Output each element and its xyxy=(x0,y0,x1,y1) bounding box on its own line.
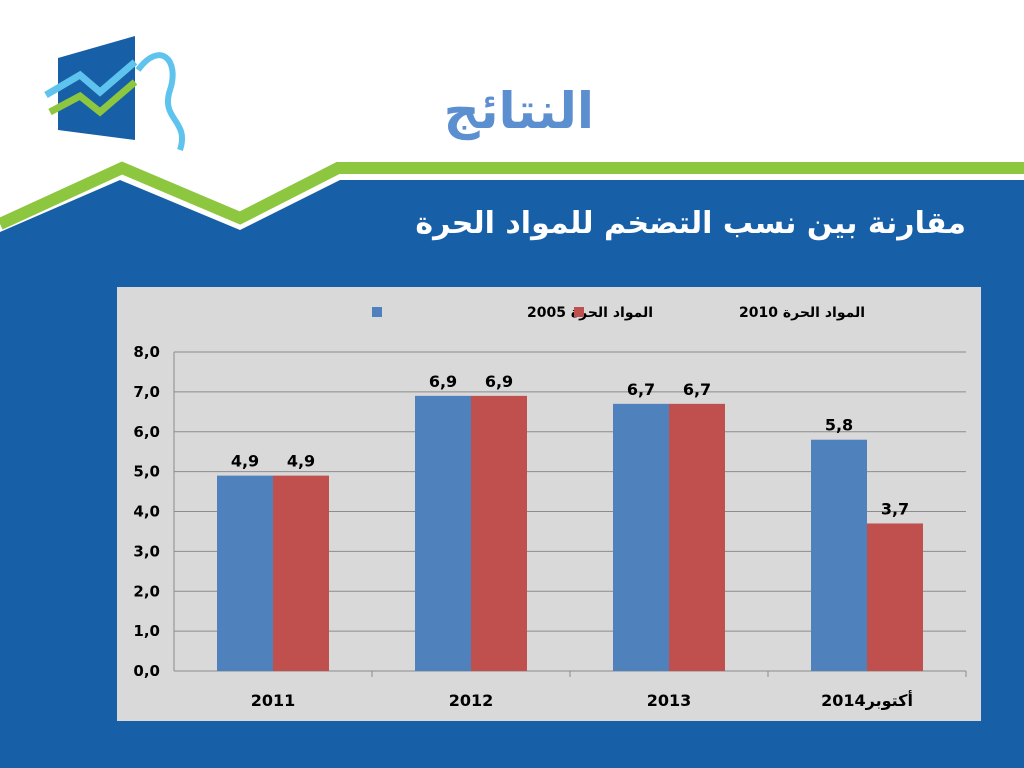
legend-swatch-series-2010 xyxy=(574,307,584,317)
y-tick-label: 8,0 xyxy=(133,343,160,361)
legend-label: المواد الحرة 2010 xyxy=(739,305,865,321)
logo xyxy=(44,36,185,151)
y-tick-label: 2,0 xyxy=(133,582,160,600)
y-tick-label: 6,0 xyxy=(133,423,160,441)
x-category-label: أكتوبر2014 xyxy=(821,690,913,710)
data-label: 6,9 xyxy=(429,372,457,391)
bar-series-2005 xyxy=(811,439,867,671)
data-label: 6,7 xyxy=(683,380,711,399)
y-tick-label: 3,0 xyxy=(133,542,160,560)
x-category-label: 2012 xyxy=(449,691,494,710)
y-tick-label: 7,0 xyxy=(133,383,160,401)
data-label: 6,9 xyxy=(485,372,513,391)
green-stripe xyxy=(0,161,1024,230)
data-label: 3,7 xyxy=(881,499,909,518)
bar-series-2005 xyxy=(613,403,669,671)
x-category-label: 2013 xyxy=(647,691,692,710)
y-tick-label: 5,0 xyxy=(133,463,160,481)
x-category-label: 2011 xyxy=(251,691,296,710)
data-label: 4,9 xyxy=(287,452,315,471)
bar-series-2005 xyxy=(415,395,471,671)
data-label: 4,9 xyxy=(231,452,259,471)
legend-label: المواد الحرة 2005 xyxy=(527,305,653,321)
legend-swatch-series-2005 xyxy=(372,307,382,317)
y-tick-label: 4,0 xyxy=(133,503,160,521)
y-tick-label: 1,0 xyxy=(133,622,160,640)
y-tick-label: 0,0 xyxy=(133,662,160,680)
data-label: 5,8 xyxy=(825,416,853,435)
bar-series-2005 xyxy=(217,475,273,671)
slide-title: النتائج xyxy=(443,82,594,140)
bar-series-2010 xyxy=(669,403,725,671)
slide-subtitle: مقارنة بين نسب التضخم للمواد الحرة xyxy=(415,206,966,241)
chart-panel: 0,0 1,0 2,0 3,0 4,0 5,0 6,0 7,0 8,0 4,9 4,9 2011 6,9… xyxy=(117,287,981,721)
bar-series-2010 xyxy=(273,475,329,671)
bar-series-2010 xyxy=(867,523,923,671)
bar-chart: 0,0 1,0 2,0 3,0 4,0 5,0 6,0 7,0 8,0 4,9 4,9 2011 6,9… xyxy=(133,305,967,710)
bar-series-2010 xyxy=(471,395,527,671)
data-label: 6,7 xyxy=(627,380,655,399)
